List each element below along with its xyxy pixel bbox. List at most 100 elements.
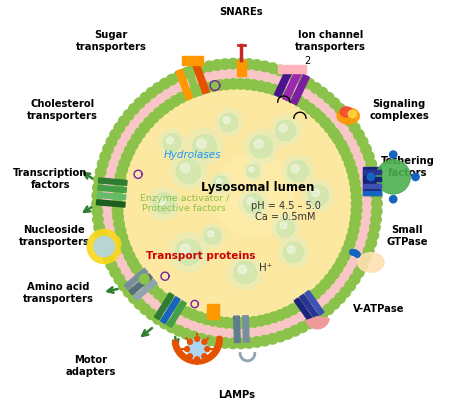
Circle shape — [146, 88, 157, 98]
Circle shape — [244, 130, 278, 164]
Circle shape — [210, 172, 232, 194]
Circle shape — [339, 251, 350, 262]
Circle shape — [92, 198, 102, 209]
Circle shape — [213, 176, 228, 190]
Text: V-ATPase: V-ATPase — [353, 304, 405, 314]
Circle shape — [182, 307, 192, 317]
Circle shape — [351, 191, 362, 202]
Circle shape — [349, 123, 360, 133]
Circle shape — [366, 238, 376, 248]
Circle shape — [372, 198, 382, 209]
Circle shape — [267, 334, 278, 344]
Polygon shape — [97, 193, 126, 200]
Circle shape — [283, 242, 304, 263]
Circle shape — [280, 222, 287, 229]
Wedge shape — [306, 317, 329, 329]
Circle shape — [247, 197, 255, 205]
Circle shape — [308, 185, 328, 206]
Text: Tethering
factors: Tethering factors — [381, 156, 434, 178]
Circle shape — [342, 152, 353, 162]
Circle shape — [216, 109, 242, 136]
Circle shape — [205, 347, 210, 352]
Circle shape — [196, 334, 207, 344]
Circle shape — [320, 279, 330, 290]
Bar — [237, 59, 246, 76]
Circle shape — [220, 59, 230, 69]
Circle shape — [271, 115, 301, 146]
Circle shape — [205, 228, 221, 244]
Circle shape — [282, 155, 314, 187]
Circle shape — [175, 239, 201, 265]
Circle shape — [93, 182, 103, 193]
Text: Signaling
complexes: Signaling complexes — [369, 99, 429, 121]
Circle shape — [182, 90, 192, 100]
Text: Enzyme activator /
Protective factors: Enzyme activator / Protective factors — [139, 194, 229, 213]
Circle shape — [282, 307, 292, 317]
Polygon shape — [129, 274, 153, 295]
Circle shape — [304, 318, 315, 328]
Ellipse shape — [358, 253, 384, 272]
Circle shape — [135, 128, 146, 138]
Circle shape — [157, 197, 165, 205]
Polygon shape — [184, 66, 201, 97]
Polygon shape — [176, 69, 192, 100]
Circle shape — [275, 331, 285, 342]
Text: 2: 2 — [304, 56, 310, 66]
Circle shape — [346, 164, 357, 175]
Circle shape — [186, 129, 223, 165]
Circle shape — [110, 129, 120, 140]
Text: Hydrolases: Hydrolases — [164, 150, 221, 160]
Polygon shape — [274, 67, 293, 97]
Circle shape — [159, 79, 170, 89]
Circle shape — [181, 163, 190, 173]
Polygon shape — [155, 293, 174, 320]
Circle shape — [121, 245, 132, 255]
Circle shape — [320, 117, 330, 128]
Circle shape — [118, 116, 129, 127]
Circle shape — [170, 301, 181, 311]
Circle shape — [98, 159, 108, 169]
Circle shape — [354, 129, 364, 140]
Circle shape — [250, 136, 273, 158]
Text: Sugar
transporters: Sugar transporters — [76, 31, 146, 52]
Circle shape — [335, 293, 346, 303]
Circle shape — [93, 214, 103, 225]
Circle shape — [247, 197, 255, 205]
Circle shape — [139, 123, 150, 133]
Bar — [207, 304, 219, 319]
Circle shape — [290, 326, 301, 336]
Circle shape — [303, 180, 333, 210]
Circle shape — [163, 134, 181, 151]
Polygon shape — [124, 268, 148, 289]
Circle shape — [180, 244, 190, 254]
Circle shape — [144, 117, 154, 128]
Circle shape — [322, 119, 332, 129]
Circle shape — [131, 133, 142, 144]
Circle shape — [364, 151, 374, 162]
Circle shape — [412, 173, 419, 181]
Circle shape — [196, 63, 207, 73]
Circle shape — [208, 315, 219, 326]
Circle shape — [371, 182, 381, 193]
Circle shape — [291, 164, 299, 173]
Polygon shape — [98, 178, 127, 185]
Circle shape — [170, 153, 207, 189]
Circle shape — [260, 61, 270, 72]
Circle shape — [186, 129, 223, 165]
Circle shape — [297, 74, 308, 85]
Circle shape — [348, 171, 359, 182]
Circle shape — [189, 65, 199, 76]
Circle shape — [116, 226, 126, 236]
Circle shape — [283, 242, 304, 263]
Circle shape — [135, 269, 146, 279]
Circle shape — [282, 90, 292, 100]
Circle shape — [221, 79, 232, 90]
Text: Motor
adapters: Motor adapters — [66, 355, 116, 376]
Circle shape — [148, 112, 159, 123]
Circle shape — [112, 198, 123, 209]
Circle shape — [228, 58, 238, 69]
Circle shape — [153, 83, 163, 93]
Circle shape — [244, 161, 263, 181]
Circle shape — [113, 185, 123, 195]
Circle shape — [208, 231, 214, 237]
